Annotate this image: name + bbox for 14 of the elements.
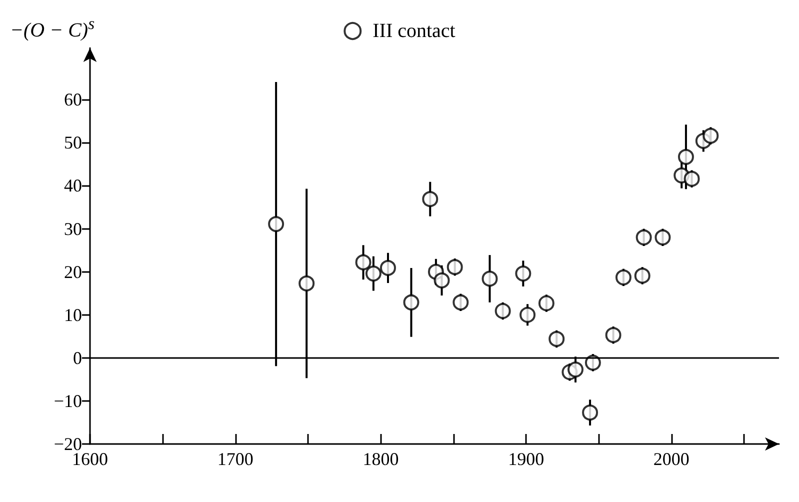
y-tick-label: 0 bbox=[73, 348, 82, 368]
y-axis-title: −(O − C)$^{s}$ bbox=[10, 14, 95, 43]
y-tick-label: 50 bbox=[64, 132, 82, 153]
x-tick-label: 1900 bbox=[508, 449, 544, 469]
y-tick-label: 10 bbox=[64, 304, 82, 325]
legend-label: III contact bbox=[372, 20, 456, 42]
x-tick-label: 1800 bbox=[362, 449, 399, 469]
y-tick-label: 20 bbox=[64, 262, 82, 282]
y-tick-label: 30 bbox=[64, 218, 82, 239]
x-tick-label: 1700 bbox=[217, 449, 254, 469]
y-tick-label: −10 bbox=[54, 390, 82, 411]
y-tick-label: 60 bbox=[64, 90, 82, 110]
y-tick-label: 40 bbox=[64, 176, 82, 196]
x-tick-label: 2000 bbox=[653, 449, 690, 469]
